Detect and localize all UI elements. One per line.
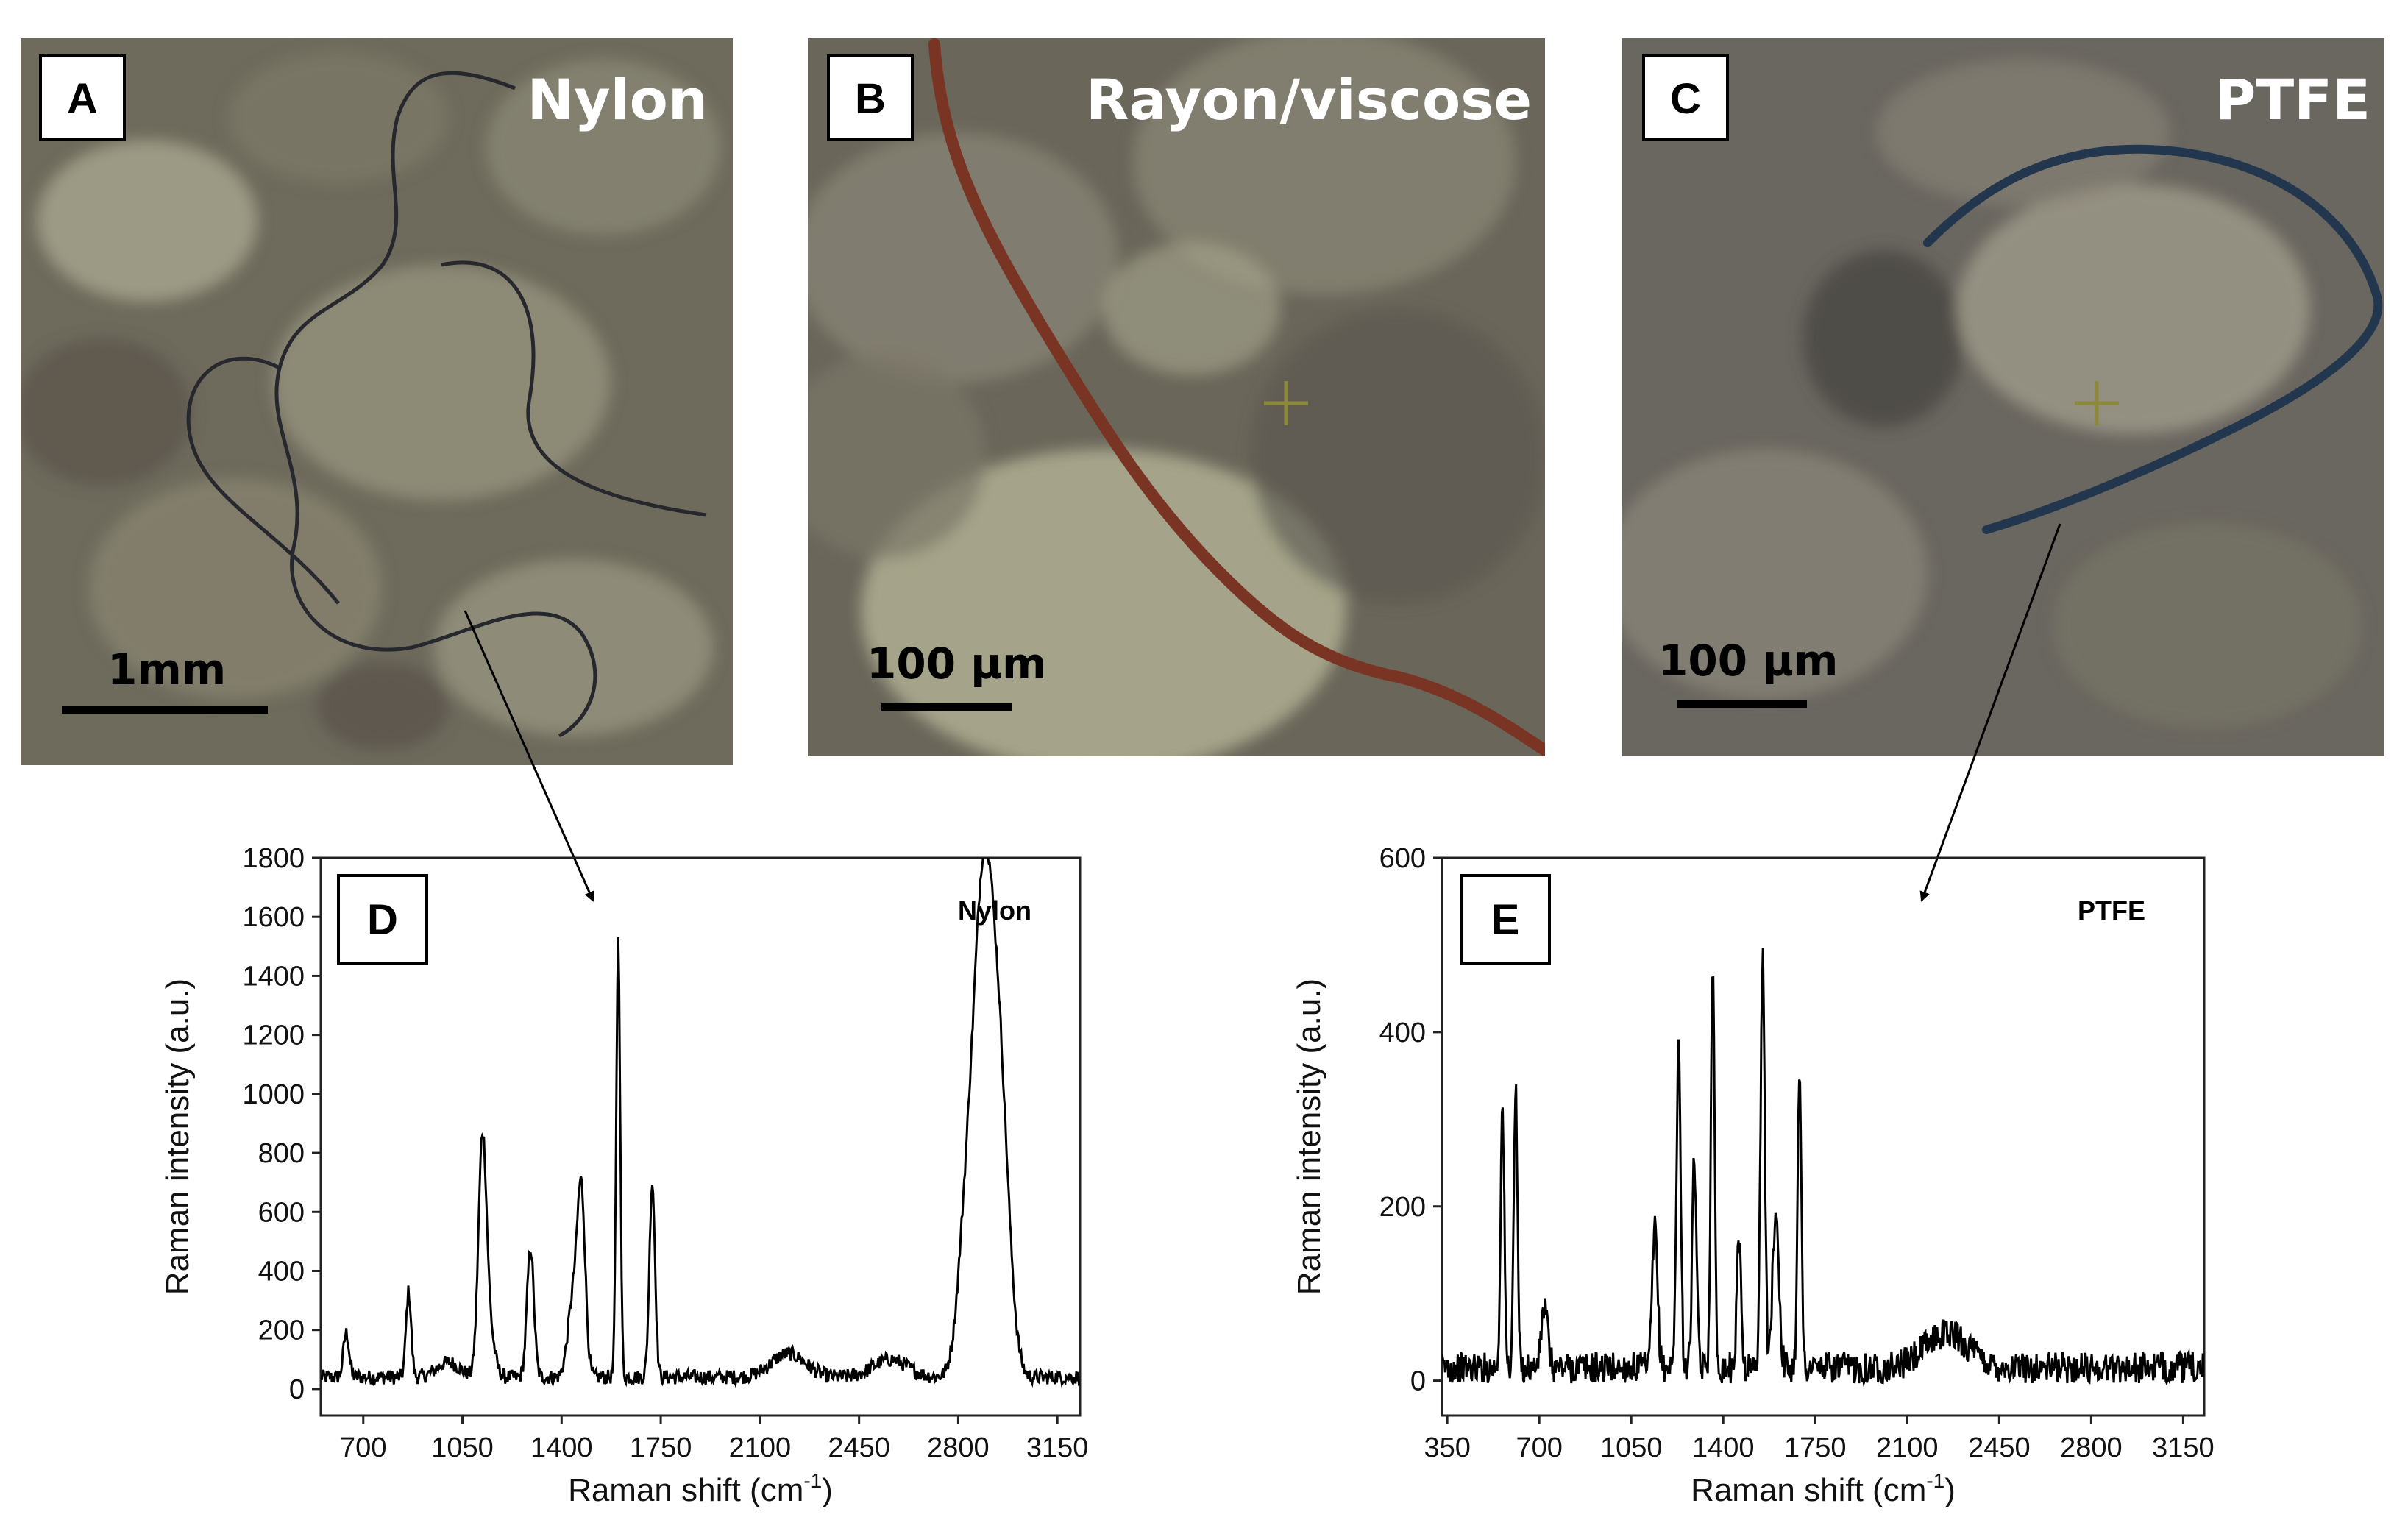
photo-c-scale-bar [1677,700,1807,708]
chart-e-ytick-label: 400 [1379,1018,1426,1048]
photo-c-overlays: C PTFE 100 µm [1642,54,2370,708]
photo-c-crosshair [2075,381,2119,425]
chart-e-ylabel: Raman intensity (a.u.) [1291,979,1327,1295]
panel-d-letter: D [367,896,398,944]
chart-e-xtick-label: 3150 [2152,1432,2215,1463]
panel-a-letter: A [67,75,98,123]
chart-d-xtick-label: 2450 [828,1432,890,1463]
chart-e-spectrum-line [1442,948,2204,1388]
chart-d-frame [319,856,1082,1417]
photo-panel-b [808,38,1545,756]
photo-b-scale-label: 100 µm [867,639,1046,689]
panel-b-letter-box [827,54,914,141]
panel-c-letter-box [1642,54,1729,141]
chart-d-spectrum-line [321,858,1080,1389]
panel-e-letter: E [1491,896,1520,944]
chart-e-xlabel-close: ) [1944,1472,1956,1508]
chart-e-xlabel: Raman shift (cm-1) [1691,1469,1956,1508]
chart-e-ytick-label: 0 [1410,1366,1426,1397]
photo-b-texture [808,38,1545,756]
chart-d-ytick-label: 800 [258,1138,305,1169]
chart-d-xtick-label: 1050 [431,1432,494,1463]
chart-e-xtick-label: 1400 [1692,1432,1755,1463]
photo-b-fiber [928,38,1545,756]
chart-e-ytick-label: 200 [1379,1192,1426,1223]
photo-b-crosshair [1264,381,1308,425]
chart-d-xlabel-sup: -1 [803,1469,822,1492]
chart-d-ytick-label: 1600 [242,902,305,933]
photo-c-texture [1622,59,2362,728]
chart-e-xtick-label: 2100 [1876,1432,1939,1463]
chart-d-xlabel-main: Raman shift (cm [568,1472,803,1508]
chart-d-ytick-label: 400 [258,1256,305,1287]
chart-d-xtick-label: 1400 [530,1432,593,1463]
chart-d-xtick-label: 2100 [729,1432,792,1463]
photo-c-scale-label: 100 µm [1658,636,1838,686]
photo-b-title: Rayon/viscose [1086,67,1532,132]
photo-a-overlays: A Nylon 1mm [39,54,708,714]
chart-d-ytick-label: 1800 [242,843,305,874]
chart-d-ytick-label: 1200 [242,1020,305,1051]
chart-d-xlabel: Raman shift (cm-1) [568,1469,833,1508]
chart-d-ytick-label: 600 [258,1197,305,1228]
chart-d-series-name: Nylon [958,895,1031,926]
panel-d-letter-box [337,874,428,965]
chart-e-xtick-label: 700 [1516,1432,1562,1463]
chart-e: 350 700 1050 1400 1750 2100 2450 2800 3150 0 200 40… [1291,843,2215,1508]
chart-d-xtick-label: 700 [340,1432,386,1463]
photo-a-scale-label: 1mm [107,644,226,695]
chart-e-xlabel-sup: -1 [1926,1469,1944,1492]
chart-d-xtick-label: 2800 [927,1432,990,1463]
chart-d-ticks: 700 1050 1400 1750 2100 2450 2800 3150 0 200 400 60… [242,843,1088,1463]
panel-c-letter: C [1670,75,1701,123]
chart-d-ytick-label: 0 [289,1374,305,1405]
photo-a-title: Nylon [527,67,708,132]
chart-e-ticks: 350 700 1050 1400 1750 2100 2450 2800 3150 0 200 40… [1379,843,2215,1463]
chart-e-xtick-label: 350 [1424,1432,1470,1463]
chart-d-ylabel: Raman intensity (a.u.) [160,979,196,1295]
chart-d-xtick-label: 3150 [1026,1432,1089,1463]
photo-panel-c [1622,38,2384,756]
photo-b-scale-bar [881,703,1012,711]
panel-b-letter: B [855,75,886,123]
panel-e-letter-box [1460,874,1551,965]
chart-d-xtick-label: 1750 [630,1432,692,1463]
photo-b-overlays: B Rayon/viscose 100 µm [827,54,1532,711]
chart-e-frame [1441,856,2206,1417]
chart-e-xlabel-main: Raman shift (cm [1691,1472,1926,1508]
arrow-c-to-e [1919,523,2061,902]
photo-panel-a [21,38,733,765]
chart-e-series-name: PTFE [2078,895,2145,926]
panel-a-letter-box [39,54,126,141]
photo-a-scale-bar [62,706,268,714]
chart-d-ytick-label: 1000 [242,1079,305,1110]
photo-c-fiber [1923,144,2383,534]
chart-e-xtick-label: 1750 [1784,1432,1847,1463]
chart-d-ytick-label: 200 [258,1315,305,1346]
chart-e-xtick-label: 2450 [1968,1432,2031,1463]
photo-a-texture [21,52,721,750]
arrow-a-to-d [464,610,594,902]
photo-c-title: PTFE [2215,67,2370,132]
chart-e-xtick-label: 2800 [2060,1432,2123,1463]
chart-d-ytick-label: 1400 [242,961,305,992]
chart-e-xtick-label: 1050 [1600,1432,1663,1463]
chart-e-ytick-label: 600 [1379,843,1426,874]
photo-a-fiber [186,71,707,738]
chart-d: 700 1050 1400 1750 2100 2450 2800 3150 0 200 400 60… [160,843,1088,1508]
chart-d-xlabel-close: ) [822,1472,833,1508]
